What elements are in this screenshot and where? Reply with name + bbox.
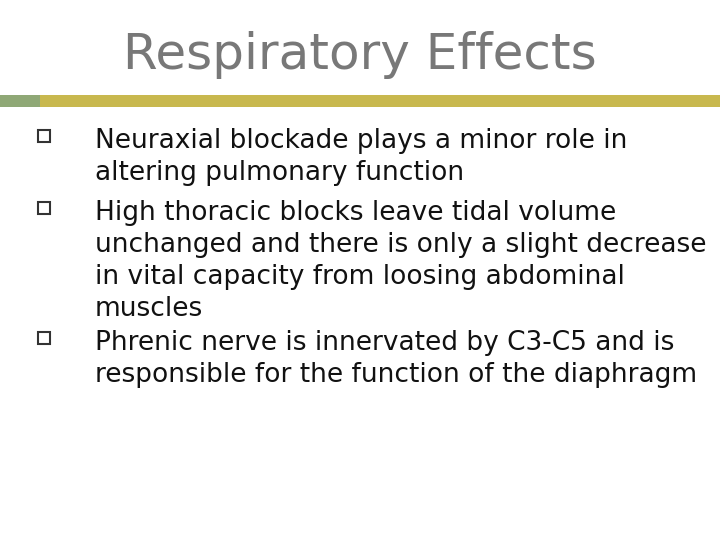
- Text: Respiratory Effects: Respiratory Effects: [123, 31, 597, 79]
- Bar: [38, 130, 50, 142]
- Bar: [38, 202, 50, 214]
- Bar: [0, 95, 40, 107]
- Text: High thoracic blocks leave tidal volume
unchanged and there is only a slight dec: High thoracic blocks leave tidal volume …: [95, 200, 706, 322]
- Text: Phrenic nerve is innervated by C3-C5 and is
responsible for the function of the : Phrenic nerve is innervated by C3-C5 and…: [95, 330, 697, 388]
- Bar: [38, 332, 50, 344]
- Bar: [40, 95, 720, 107]
- Text: Neuraxial blockade plays a minor role in
altering pulmonary function: Neuraxial blockade plays a minor role in…: [95, 128, 627, 186]
